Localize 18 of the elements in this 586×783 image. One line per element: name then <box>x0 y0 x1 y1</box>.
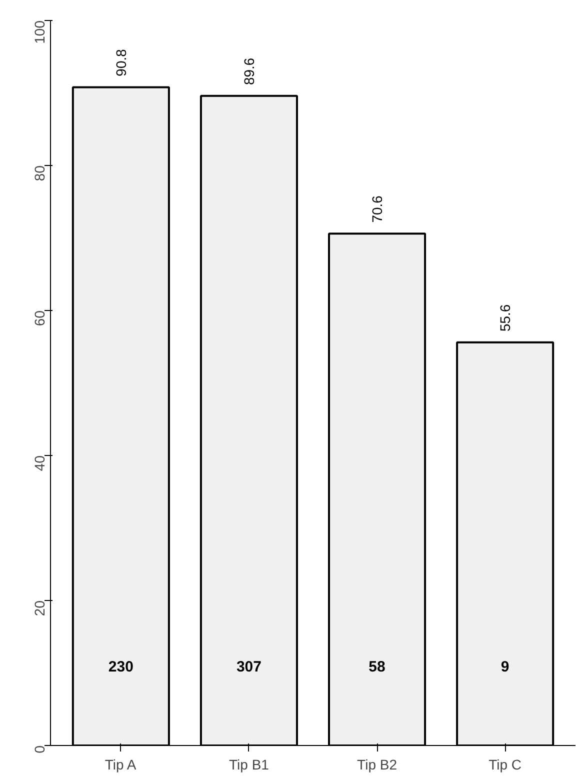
annotation: 58 <box>368 658 386 676</box>
data-label: 55.6 <box>497 304 514 332</box>
y-tick-label: 60 <box>32 310 48 326</box>
y-tick-label: 100 <box>32 20 48 44</box>
y-tick-label: 40 <box>32 455 48 472</box>
x-tick-label: Tip C <box>488 756 522 772</box>
y-tick-label: 20 <box>32 600 48 616</box>
annotation: 230 <box>108 658 134 676</box>
annotation: 9 <box>500 658 510 676</box>
y-tick-label: 80 <box>32 165 48 182</box>
x-tick-label: Tip A <box>104 756 137 772</box>
y-tick-label: 0 <box>32 745 48 754</box>
x-tick-label: Tip B2 <box>357 756 398 772</box>
annotation: 307 <box>236 658 262 676</box>
x-tick-label: Tip B1 <box>229 756 270 772</box>
data-label: 90.8 <box>112 48 129 76</box>
data-label: 70.6 <box>369 195 386 223</box>
data-label: 89.6 <box>240 58 257 86</box>
